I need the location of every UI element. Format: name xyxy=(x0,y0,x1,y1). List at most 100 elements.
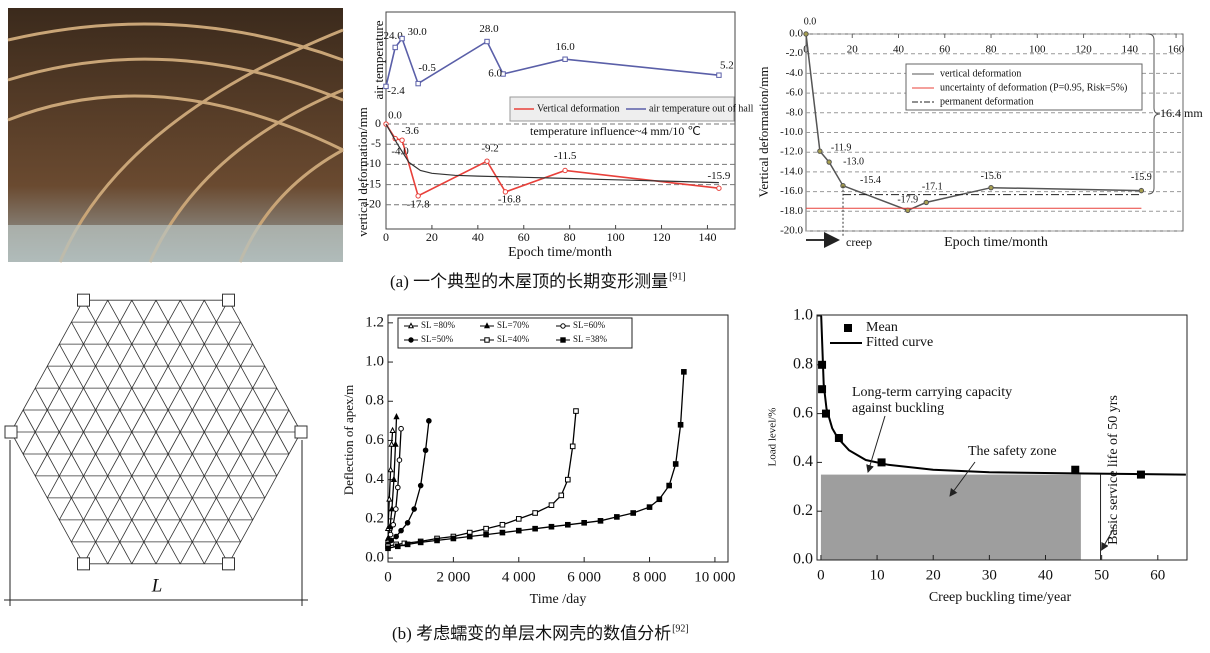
marker xyxy=(396,457,403,463)
y-tick-label: 1.0 xyxy=(365,353,384,369)
marker xyxy=(565,476,571,483)
x-tick-label: 10 000 xyxy=(694,569,735,585)
value-label: 0.0 xyxy=(388,110,402,122)
marker xyxy=(562,167,568,174)
photo-floor xyxy=(8,225,343,262)
value-label: 6.0 xyxy=(488,68,502,80)
data-line xyxy=(387,371,685,549)
marker xyxy=(395,543,401,550)
marker xyxy=(385,545,391,552)
legend-label: uncertainty of deformation (P=0.95, Risk… xyxy=(940,82,1127,93)
marker xyxy=(666,482,672,489)
value-label: -2.4 xyxy=(387,85,405,97)
x-tick-label: 10 xyxy=(870,567,885,583)
marker xyxy=(387,531,394,538)
x-tick-label: 0 xyxy=(384,569,392,585)
annotation: The safety zone xyxy=(968,444,1057,459)
marker xyxy=(803,31,809,37)
marker xyxy=(393,413,400,420)
x-tick-label: 50 xyxy=(1094,567,1109,583)
value-label: -9.2 xyxy=(481,143,498,155)
photo xyxy=(7,8,344,263)
marker xyxy=(392,440,399,447)
y-tick-label: 0.2 xyxy=(793,502,813,519)
x-tick-label: 80 xyxy=(564,230,576,244)
diagram-label: L xyxy=(151,575,163,596)
legend-label: air temperature out of hall xyxy=(649,103,754,114)
x-tick-label: 80 xyxy=(986,44,998,56)
x-tick-label: 0 xyxy=(383,230,389,244)
x-tick-label: 140 xyxy=(698,230,716,244)
x-tick-label: 140 xyxy=(1122,44,1139,56)
marker xyxy=(390,475,397,483)
marker xyxy=(1071,465,1080,474)
marker xyxy=(399,137,405,143)
marker xyxy=(426,418,432,424)
x-tick-label: 120 xyxy=(653,230,671,244)
value-label: -15.6 xyxy=(981,171,1002,182)
marker xyxy=(681,369,687,375)
y-tick-label: -8.0 xyxy=(786,106,804,118)
value-label: 28.0 xyxy=(479,23,499,35)
value-label: -4.0 xyxy=(391,146,409,158)
value-label: 16.0 xyxy=(555,41,575,53)
marker xyxy=(560,337,566,343)
value-label: -15.9 xyxy=(1131,172,1152,183)
legend-box xyxy=(397,317,633,349)
legend-box xyxy=(905,63,1143,111)
annotation: Long-term carrying capacity xyxy=(852,385,1012,400)
x-tick-label: 20 xyxy=(926,567,941,583)
grid-members xyxy=(10,299,302,565)
y-tick-label: 0.6 xyxy=(365,432,384,448)
marker xyxy=(716,72,722,78)
y-tick-label: 0.6 xyxy=(793,404,813,421)
marker xyxy=(484,158,490,164)
y2-axis-label: air temperature xyxy=(371,20,386,99)
legend-label: SL =38% xyxy=(573,334,607,344)
legend-label: SL=40% xyxy=(497,334,530,344)
y-tick-label: 0.4 xyxy=(365,471,384,487)
marker xyxy=(499,529,506,536)
marker xyxy=(573,408,579,414)
y-axis-label: vertical deformation/mm xyxy=(355,107,370,237)
marker xyxy=(417,539,424,546)
y-tick-label: -15 xyxy=(365,176,381,190)
marker xyxy=(646,504,653,510)
marker xyxy=(398,527,404,534)
y-tick-label: -12.0 xyxy=(780,146,803,158)
y-tick-label: -14.0 xyxy=(780,165,803,177)
hex-diagram: L xyxy=(4,293,308,606)
x-tick-label: 30 xyxy=(982,567,997,583)
value-label: -17.8 xyxy=(407,198,430,210)
x-axis-label: Time /day xyxy=(530,592,587,607)
brace xyxy=(1147,33,1161,195)
y-tick-label: -20 xyxy=(365,197,381,211)
data-line xyxy=(385,123,719,184)
marker xyxy=(388,440,395,447)
support xyxy=(77,557,90,571)
marker xyxy=(515,516,522,522)
y-tick-label: 0.4 xyxy=(793,453,813,470)
x-axis-label: Epoch time/month xyxy=(944,235,1048,250)
x-tick-label: 8 000 xyxy=(633,569,667,585)
annotation-arrow xyxy=(866,415,886,473)
legend-label: SL =80% xyxy=(421,320,455,330)
caption-ref: [92] xyxy=(672,623,689,634)
value-label: -17.1 xyxy=(922,182,943,193)
marker xyxy=(597,518,604,524)
marker xyxy=(499,521,506,528)
legend-label: SL=60% xyxy=(573,320,606,330)
marker xyxy=(434,537,440,544)
x-tick-label: 40 xyxy=(1038,567,1053,583)
marker xyxy=(387,465,394,473)
marker xyxy=(393,533,399,540)
x-axis-label: Creep buckling time/year xyxy=(929,590,1072,605)
y-tick-label: 0.8 xyxy=(793,355,813,372)
marker xyxy=(411,506,417,512)
y-tick-label: 0.0 xyxy=(365,550,384,566)
data-line xyxy=(820,315,1186,476)
marker xyxy=(562,56,568,62)
y-axis-label: Vertical deformation/mm xyxy=(756,66,771,197)
y-tick-label: -6.0 xyxy=(786,87,804,99)
